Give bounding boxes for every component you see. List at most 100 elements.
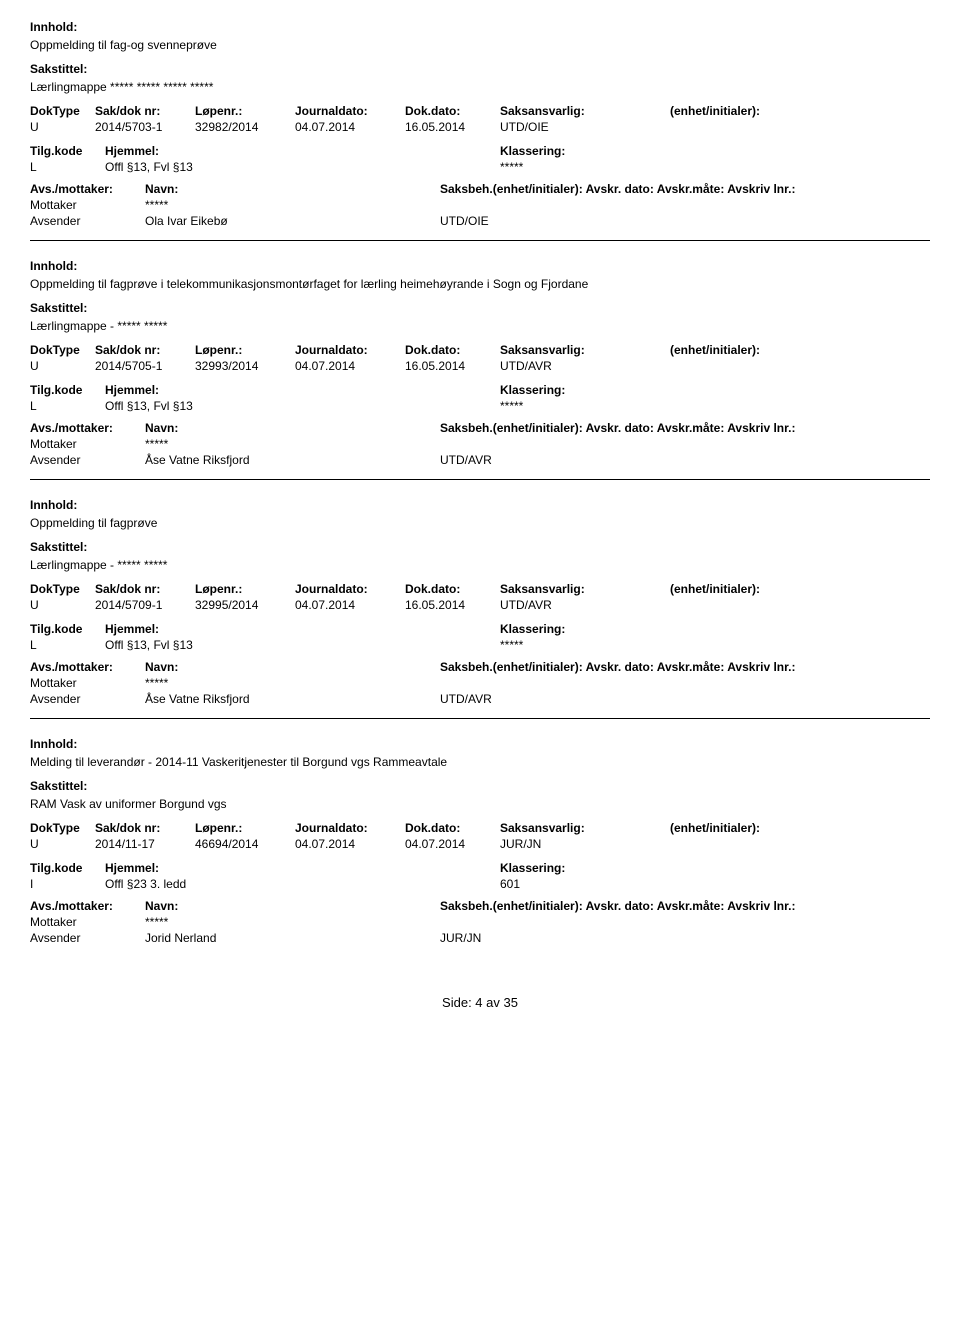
enhet-value — [670, 359, 930, 373]
innhold-value: Oppmelding til fagprøve i telekommunikas… — [30, 277, 930, 291]
enhet-value — [670, 837, 930, 851]
entry-separator — [30, 240, 930, 241]
sakstittel-value: RAM Vask av uniformer Borgund vgs — [30, 797, 930, 811]
mottaker-row: Mottaker ***** — [30, 915, 930, 929]
mottaker-navn: ***** — [145, 915, 440, 929]
enhet-value — [670, 598, 930, 612]
doktype-value: U — [30, 120, 95, 134]
entry-separator — [30, 479, 930, 480]
avsender-navn: Åse Vatne Riksfjord — [145, 692, 440, 706]
tilgkode-value: L — [30, 160, 105, 174]
avsmottaker-header: Avs./mottaker: Navn: Saksbeh.(enhet/init… — [30, 421, 930, 435]
journaldato-value: 04.07.2014 — [295, 359, 405, 373]
avsender-row: Avsender Åse Vatne Riksfjord UTD/AVR — [30, 692, 930, 706]
saksansvarlig-value: UTD/AVR — [500, 598, 670, 612]
saksansvarlig-value: JUR/JN — [500, 837, 670, 851]
sakstittel-label: Sakstittel: — [30, 540, 930, 554]
avsender-unit: UTD/AVR — [440, 692, 930, 706]
avsender-unit: JUR/JN — [440, 931, 930, 945]
journal-entry: Innhold: Oppmelding til fagprøve Sakstitte… — [30, 498, 930, 706]
dokdato-value: 04.07.2014 — [405, 837, 500, 851]
page-footer: Side: 4 av 35 — [30, 995, 930, 1010]
sakstittel-value: Lærlingmappe - ***** ***** — [30, 319, 930, 333]
sakdoknr-value: 2014/5709-1 — [95, 598, 195, 612]
hjemmel-value: Offl §13, Fvl §13 — [105, 160, 500, 174]
sakdoknr-value: 2014/5705-1 — [95, 359, 195, 373]
lopenr-value: 46694/2014 — [195, 837, 295, 851]
tilgkode-value: L — [30, 638, 105, 652]
hjemmel-values: L Offl §13, Fvl §13 ***** — [30, 638, 930, 652]
avsender-navn: Åse Vatne Riksfjord — [145, 453, 440, 467]
saksansvarlig-value: UTD/AVR — [500, 359, 670, 373]
tilgkode-value: L — [30, 399, 105, 413]
doktype-value: U — [30, 837, 95, 851]
journal-entry: Innhold: Melding til leverandør - 2014-11… — [30, 737, 930, 945]
hjemmel-values: I Offl §23 3. ledd 601 — [30, 877, 930, 891]
mottaker-row: Mottaker ***** — [30, 437, 930, 451]
klassering-value: ***** — [500, 399, 930, 413]
document-container: Innhold: Oppmelding til fag-og svenneprøv… — [30, 20, 930, 945]
column-values: U 2014/11-17 46694/2014 04.07.2014 04.07… — [30, 837, 930, 851]
innhold-label: Innhold: — [30, 498, 930, 512]
column-values: U 2014/5705-1 32993/2014 04.07.2014 16.0… — [30, 359, 930, 373]
klassering-value: 601 — [500, 877, 930, 891]
lopenr-value: 32993/2014 — [195, 359, 295, 373]
mottaker-row: Mottaker ***** — [30, 676, 930, 690]
avsender-unit: UTD/AVR — [440, 453, 930, 467]
column-headers: DokType Sak/dok nr: Løpenr.: Journaldato… — [30, 582, 930, 596]
hjemmel-values: L Offl §13, Fvl §13 ***** — [30, 160, 930, 174]
mottaker-navn: ***** — [145, 198, 440, 212]
sakdoknr-value: 2014/11-17 — [95, 837, 195, 851]
innhold-label: Innhold: — [30, 259, 930, 273]
column-values: U 2014/5703-1 32982/2014 04.07.2014 16.0… — [30, 120, 930, 134]
innhold-label: Innhold: — [30, 737, 930, 751]
enhet-value — [670, 120, 930, 134]
mottaker-navn: ***** — [145, 437, 440, 451]
saksansvarlig-value: UTD/OIE — [500, 120, 670, 134]
dokdato-value: 16.05.2014 — [405, 120, 500, 134]
lopenr-value: 32982/2014 — [195, 120, 295, 134]
avsender-navn: Jorid Nerland — [145, 931, 440, 945]
avsmottaker-header: Avs./mottaker: Navn: Saksbeh.(enhet/init… — [30, 182, 930, 196]
hjemmel-value: Offl §23 3. ledd — [105, 877, 500, 891]
journaldato-value: 04.07.2014 — [295, 598, 405, 612]
doktype-value: U — [30, 598, 95, 612]
journaldato-value: 04.07.2014 — [295, 837, 405, 851]
innhold-value: Oppmelding til fagprøve — [30, 516, 930, 530]
hjemmel-value: Offl §13, Fvl §13 — [105, 638, 500, 652]
journal-entry: Innhold: Oppmelding til fag-og svenneprøv… — [30, 20, 930, 228]
avsender-navn: Ola Ivar Eikebø — [145, 214, 440, 228]
klassering-value: ***** — [500, 638, 930, 652]
hjemmel-header: Tilg.kode Hjemmel: Klassering: — [30, 861, 930, 875]
avsender-row: Avsender Ola Ivar Eikebø UTD/OIE — [30, 214, 930, 228]
journal-entry: Innhold: Oppmelding til fagprøve i teleko… — [30, 259, 930, 467]
entry-separator — [30, 718, 930, 719]
innhold-label: Innhold: — [30, 20, 930, 34]
avsmottaker-header: Avs./mottaker: Navn: Saksbeh.(enhet/init… — [30, 660, 930, 674]
sakstittel-label: Sakstittel: — [30, 779, 930, 793]
column-values: U 2014/5709-1 32995/2014 04.07.2014 16.0… — [30, 598, 930, 612]
lopenr-value: 32995/2014 — [195, 598, 295, 612]
sakstittel-value: Lærlingmappe - ***** ***** — [30, 558, 930, 572]
innhold-value: Oppmelding til fag-og svenneprøve — [30, 38, 930, 52]
hjemmel-header: Tilg.kode Hjemmel: Klassering: — [30, 144, 930, 158]
hjemmel-value: Offl §13, Fvl §13 — [105, 399, 500, 413]
sakstittel-value: Lærlingmappe ***** ***** ***** ***** — [30, 80, 930, 94]
column-headers: DokType Sak/dok nr: Løpenr.: Journaldato… — [30, 343, 930, 357]
innhold-value: Melding til leverandør - 2014-11 Vaskeri… — [30, 755, 930, 769]
sakdoknr-value: 2014/5703-1 — [95, 120, 195, 134]
avsmottaker-header: Avs./mottaker: Navn: Saksbeh.(enhet/init… — [30, 899, 930, 913]
mottaker-navn: ***** — [145, 676, 440, 690]
tilgkode-value: I — [30, 877, 105, 891]
doktype-value: U — [30, 359, 95, 373]
journaldato-value: 04.07.2014 — [295, 120, 405, 134]
avsender-row: Avsender Jorid Nerland JUR/JN — [30, 931, 930, 945]
sakstittel-label: Sakstittel: — [30, 301, 930, 315]
hjemmel-header: Tilg.kode Hjemmel: Klassering: — [30, 383, 930, 397]
dokdato-value: 16.05.2014 — [405, 598, 500, 612]
avsender-unit: UTD/OIE — [440, 214, 930, 228]
column-headers: DokType Sak/dok nr: Løpenr.: Journaldato… — [30, 104, 930, 118]
column-headers: DokType Sak/dok nr: Løpenr.: Journaldato… — [30, 821, 930, 835]
avsender-row: Avsender Åse Vatne Riksfjord UTD/AVR — [30, 453, 930, 467]
hjemmel-values: L Offl §13, Fvl §13 ***** — [30, 399, 930, 413]
